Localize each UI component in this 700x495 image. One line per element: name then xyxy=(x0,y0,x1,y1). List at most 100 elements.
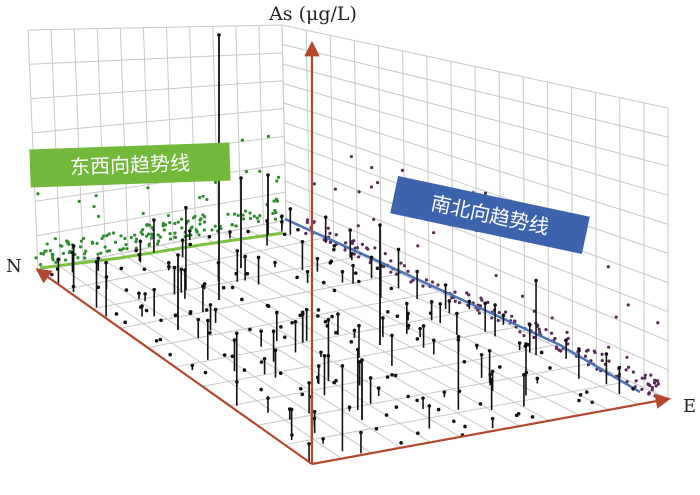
sample-point xyxy=(168,352,173,357)
ew-projection-point xyxy=(202,228,207,232)
sample-point xyxy=(322,353,327,358)
ew-projection-point xyxy=(193,214,197,218)
ew-projection-point xyxy=(168,231,172,236)
ns-projection-point xyxy=(477,311,481,315)
ns-projection-point xyxy=(647,392,651,396)
ns-projection-point xyxy=(349,154,353,159)
sample-point xyxy=(207,234,212,239)
ew-projection-point xyxy=(236,213,240,217)
sample-point xyxy=(357,279,361,284)
ew-projection-point xyxy=(91,241,95,245)
sample-point xyxy=(55,267,60,271)
sample-point xyxy=(528,322,532,327)
ew-projection-point xyxy=(82,252,87,256)
grid-line xyxy=(65,237,325,290)
ew-trend-label: 东西向趋势线 xyxy=(70,151,191,179)
sample-point xyxy=(296,227,300,232)
ew-projection-point xyxy=(44,249,48,253)
ew-projection-point xyxy=(241,217,246,221)
ew-projection-point xyxy=(140,232,145,236)
sample-point xyxy=(316,314,320,318)
sample-point xyxy=(376,386,381,390)
sample-point xyxy=(190,363,195,368)
sample-point xyxy=(259,329,263,333)
ew-projection-point xyxy=(99,251,103,255)
sample-point xyxy=(299,386,303,391)
sample-point xyxy=(348,228,353,232)
sample-point xyxy=(456,338,461,342)
ns-projection-point xyxy=(402,264,407,268)
sample-point xyxy=(274,310,279,315)
sample-point xyxy=(266,396,270,400)
ns-projection-point xyxy=(537,327,541,331)
ns-projection-point xyxy=(550,316,554,320)
sample-point xyxy=(232,338,237,342)
sample-point xyxy=(239,176,243,180)
ns-projection-point xyxy=(305,218,310,222)
grid-line xyxy=(120,273,401,329)
ns-projection-point xyxy=(490,316,494,320)
sample-point xyxy=(483,301,487,306)
sample-point xyxy=(456,334,461,339)
ew-projection-point xyxy=(155,242,160,246)
ns-projection-point xyxy=(436,283,440,287)
sample-point xyxy=(406,323,411,328)
ew-projection-point xyxy=(147,243,151,248)
ew-projection-point xyxy=(105,233,109,238)
ns-projection-point xyxy=(520,294,525,298)
sample-point xyxy=(94,260,99,264)
sample-point xyxy=(523,344,528,349)
sample-point xyxy=(278,371,283,375)
sample-point xyxy=(578,393,583,397)
ew-projection-point xyxy=(83,256,87,260)
sample-point xyxy=(208,303,213,307)
ew-projection-point xyxy=(210,228,214,232)
ew-projection-point xyxy=(156,239,161,243)
ew-projection-point xyxy=(202,215,207,219)
sample-point xyxy=(429,300,434,304)
sample-point xyxy=(173,313,178,318)
sample-point xyxy=(305,269,310,274)
sample-point xyxy=(259,360,264,364)
ew-projection-point xyxy=(232,212,237,216)
ns-projection-point xyxy=(607,359,611,363)
ns-projection-point xyxy=(640,387,644,392)
sample-point xyxy=(378,223,382,227)
sample-point xyxy=(421,324,426,328)
ew-projection-point xyxy=(195,230,199,234)
sample-point xyxy=(245,271,250,276)
ns-projection-point xyxy=(376,180,380,185)
sample-point xyxy=(374,426,379,431)
sample-point xyxy=(256,255,261,260)
sample-point xyxy=(124,288,129,292)
ew-projection-point xyxy=(41,252,46,256)
sample-point xyxy=(577,347,581,351)
grid-line xyxy=(27,24,283,31)
ew-projection-point xyxy=(156,233,160,237)
ns-projection-point xyxy=(522,334,526,338)
sample-point xyxy=(577,398,581,403)
sample-point xyxy=(138,239,143,244)
ew-projection-point xyxy=(240,138,244,142)
sample-point xyxy=(357,323,361,328)
ew-projection-point xyxy=(168,237,173,241)
sample-point xyxy=(196,317,201,322)
sample-point xyxy=(304,307,309,312)
ew-projection-point xyxy=(266,134,271,138)
ns-projection-point xyxy=(328,240,332,244)
ns-projection-point xyxy=(559,349,563,353)
ew-projection-point xyxy=(111,231,116,235)
sample-point xyxy=(415,398,419,403)
ns-projection-point xyxy=(389,270,393,274)
ew-projection-point xyxy=(129,235,133,240)
ew-projection-point xyxy=(162,228,166,232)
sample-point xyxy=(184,205,188,210)
ns-projection-point xyxy=(467,293,471,297)
sample-point xyxy=(208,331,212,335)
ew-projection-point xyxy=(176,220,180,224)
sample-point xyxy=(517,341,522,345)
ns-projection-point xyxy=(355,246,360,250)
ns-projection-point xyxy=(406,269,410,273)
ew-projection-point xyxy=(96,252,100,256)
ns-projection-point xyxy=(656,382,660,386)
